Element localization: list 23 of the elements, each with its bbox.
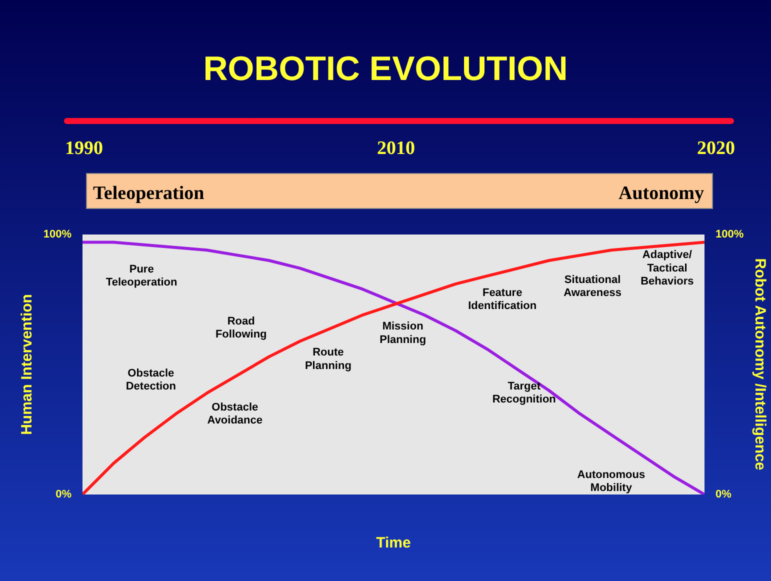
annotation: Feature Identification <box>468 286 537 312</box>
text: 1990 <box>65 137 103 161</box>
line-series <box>82 240 704 494</box>
annotation: Target Recognition <box>492 380 556 406</box>
y2-tick-label: 0% <box>716 488 732 500</box>
annotation: Obstacle Avoidance <box>207 401 263 426</box>
chart-title: ROBOTIC EVOLUTION <box>203 49 568 90</box>
annotation: Situational Awareness <box>564 274 622 300</box>
x-axis-title: Time <box>376 534 411 552</box>
y2-axis-title: Robot Autonomy /Intelligence <box>752 258 769 470</box>
annotation: Adaptive/ Tactical Behaviors <box>640 249 694 288</box>
annotation: Road Following <box>215 316 267 341</box>
text: Autonomy <box>618 182 704 206</box>
annotation: Obstacle Detection <box>126 368 176 393</box>
text: Teleoperation <box>93 182 204 206</box>
y-axis-title: Human Intervention <box>18 294 36 435</box>
text: 2010 <box>377 137 415 161</box>
annotation: Pure Teleoperation <box>106 264 178 289</box>
y2-tick-label: 100% <box>716 228 744 240</box>
annotation: Autonomous Mobility <box>577 468 646 494</box>
text: 2020 <box>697 137 735 161</box>
annotation: Route Planning <box>304 346 352 372</box>
annotation: Mission Planning <box>380 320 426 346</box>
